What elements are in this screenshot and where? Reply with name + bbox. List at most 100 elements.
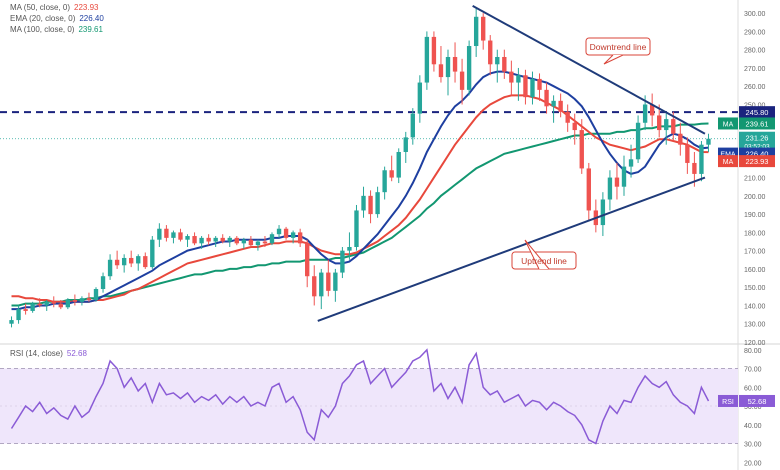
candle-body [579, 130, 584, 169]
candle-body [206, 237, 211, 242]
candle-body [37, 303, 42, 306]
price-badge-bg [739, 131, 775, 152]
candle-body [642, 104, 648, 123]
candle-body [502, 56, 507, 72]
legend-ma100-label: MA (100, close, 0) [10, 25, 75, 34]
candle-body [544, 89, 549, 107]
candle-body [143, 256, 148, 268]
candle-body [262, 241, 268, 244]
legend-ma50-label: MA (50, close, 0) [10, 3, 71, 12]
candle-body [572, 122, 577, 131]
rsi-badge-tag: RSI [722, 399, 734, 406]
ma100-badge-value: 239.61 [746, 119, 769, 128]
rsi-badge-value: 52.68 [748, 397, 767, 406]
candle-body [227, 237, 232, 242]
candle-body [692, 162, 697, 174]
downtrend-annotation-pointer [603, 54, 624, 65]
candle-body [600, 199, 606, 226]
candle-body [621, 166, 627, 187]
candle-body [488, 40, 493, 65]
price-tick-label: 250.00 [744, 102, 766, 109]
candle-body [375, 192, 380, 215]
legend-rsi-label: RSI (14, close) [10, 349, 63, 358]
uptrend-annotation-pointer [524, 239, 550, 270]
rsi-legend: RSI (14, close) 52.68 [10, 348, 87, 359]
candle-body [283, 228, 289, 238]
price-tick-label: 260.00 [744, 84, 766, 91]
candle-body [473, 16, 479, 47]
candle-body [319, 272, 324, 297]
candle-body [100, 276, 106, 290]
candle-body [396, 151, 401, 178]
candle-body [213, 237, 218, 242]
candle-body [107, 259, 113, 277]
candle-body [466, 46, 472, 90]
price-tick-label: 200.00 [744, 194, 766, 201]
price-tick-label: 210.00 [744, 176, 766, 183]
price-badge-countdown: 03:52:03 [744, 144, 770, 151]
ma50-line [11, 94, 709, 303]
price-tick-label: 180.00 [744, 230, 766, 237]
candle-body [220, 237, 225, 242]
candle-body [241, 239, 247, 244]
candle-body [403, 137, 408, 152]
rsi-tick-label: 70.00 [744, 367, 762, 374]
candle-body [635, 122, 641, 160]
legend-ema20-value: 226.40 [79, 14, 104, 23]
candle-body [417, 82, 423, 114]
candle-body [685, 144, 690, 163]
price-tick-label: 290.00 [744, 29, 766, 36]
price-tick-label: 150.00 [744, 285, 766, 292]
candle-body [157, 228, 162, 240]
legend-ma50: MA (50, close, 0) 223.93 [10, 2, 104, 13]
candle-body [305, 243, 310, 277]
candle-body [333, 272, 338, 291]
candle-body [607, 177, 613, 200]
candle-body [614, 177, 620, 187]
candle-body [136, 256, 141, 264]
price-tick-label: 270.00 [744, 66, 766, 73]
candle-body [248, 239, 254, 246]
candle-body [121, 257, 127, 266]
candle-body [699, 144, 704, 174]
resistance-badge-value: 245.80 [746, 108, 769, 117]
candle-body [445, 56, 451, 78]
candle-body [297, 232, 303, 244]
legend-ema20-label: EMA (20, close, 0) [10, 14, 76, 23]
candle-body [199, 237, 204, 244]
candle-body [628, 159, 634, 167]
candle-body [657, 115, 662, 131]
candle-body [431, 36, 437, 65]
candle-body [269, 234, 275, 244]
candle-body [150, 239, 155, 268]
ma50-badge-value: 223.93 [746, 157, 769, 166]
rsi-badge-bg [739, 394, 775, 407]
downtrend-line [472, 4, 706, 135]
legend-rsi-value: 52.68 [66, 349, 87, 358]
candle-body [58, 303, 63, 308]
candle-body [114, 259, 120, 266]
candle-body [664, 119, 669, 131]
candle-body [410, 113, 415, 138]
candle-body [290, 232, 296, 238]
candle-body [438, 64, 444, 78]
candle-body [481, 16, 486, 41]
candle-body [44, 301, 49, 306]
candle-body [537, 78, 542, 90]
candle-body [516, 75, 521, 83]
candle-body [671, 119, 676, 134]
candle-body [354, 210, 359, 247]
ma100-badge-bg [739, 117, 775, 130]
rsi-badge-tag-bg [718, 394, 738, 407]
candle-body [382, 170, 387, 193]
downtrend-annotation-label: Downtrend line [590, 42, 647, 52]
rsi-line [10, 348, 710, 445]
candle-body [164, 228, 169, 238]
price-tick-label: 190.00 [744, 212, 766, 219]
price-tick-label: 280.00 [744, 48, 766, 55]
ema20-line [11, 70, 709, 311]
price-tick-label: 170.00 [744, 249, 766, 256]
candle-body [72, 299, 78, 302]
